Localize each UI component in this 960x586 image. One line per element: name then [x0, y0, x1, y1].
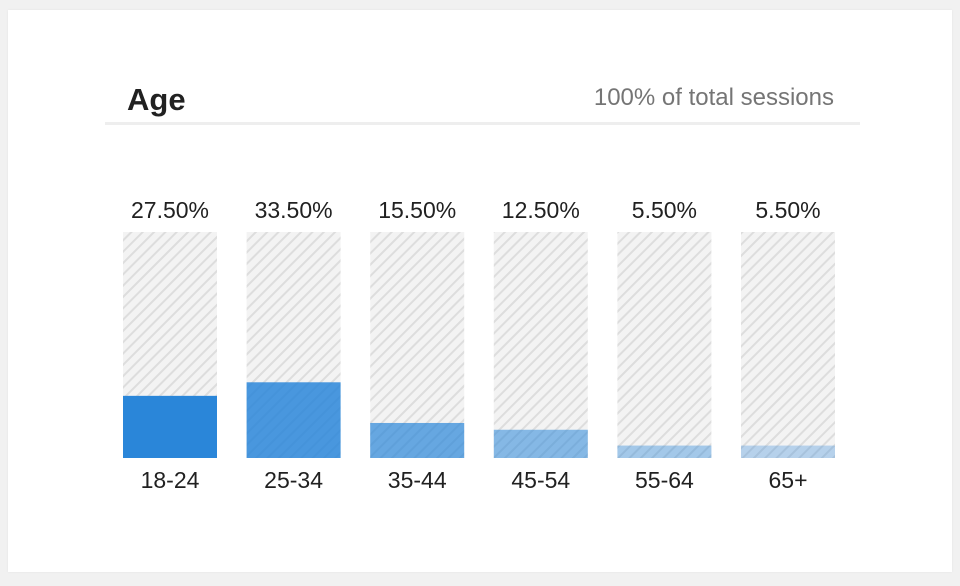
bar-45-54[interactable]: [493, 429, 588, 458]
category-label-45-54: 45-54: [511, 467, 570, 493]
bar-18-24[interactable]: [123, 395, 217, 458]
value-label-45-54: 12.50%: [502, 197, 580, 223]
value-label-65+: 5.50%: [755, 197, 820, 223]
card-header: Age 100% of total sessions: [105, 70, 860, 125]
category-label-65+: 65+: [768, 467, 807, 493]
category-label-25-34: 25-34: [264, 467, 323, 493]
category-label-35-44: 35-44: [388, 467, 447, 493]
bar-55-64[interactable]: [617, 445, 712, 458]
bar-65+[interactable]: [741, 445, 835, 458]
bar-35-44[interactable]: [370, 422, 465, 458]
category-label-18-24: 18-24: [141, 467, 200, 493]
value-label-25-34: 33.50%: [255, 197, 333, 223]
value-label-18-24: 27.50%: [131, 197, 209, 223]
bar-track-65+: [741, 232, 835, 458]
category-label-55-64: 55-64: [635, 467, 694, 493]
card-title: Age: [127, 82, 186, 117]
value-label-35-44: 15.50%: [378, 197, 456, 223]
bar-25-34[interactable]: [246, 382, 341, 458]
sessions-share-label: 100% of total sessions: [593, 84, 834, 111]
bar-track-55-64: [617, 232, 712, 458]
bar-track-35-44: [370, 232, 465, 458]
value-label-55-64: 5.50%: [632, 197, 697, 223]
bar-track-45-54: [493, 232, 588, 458]
